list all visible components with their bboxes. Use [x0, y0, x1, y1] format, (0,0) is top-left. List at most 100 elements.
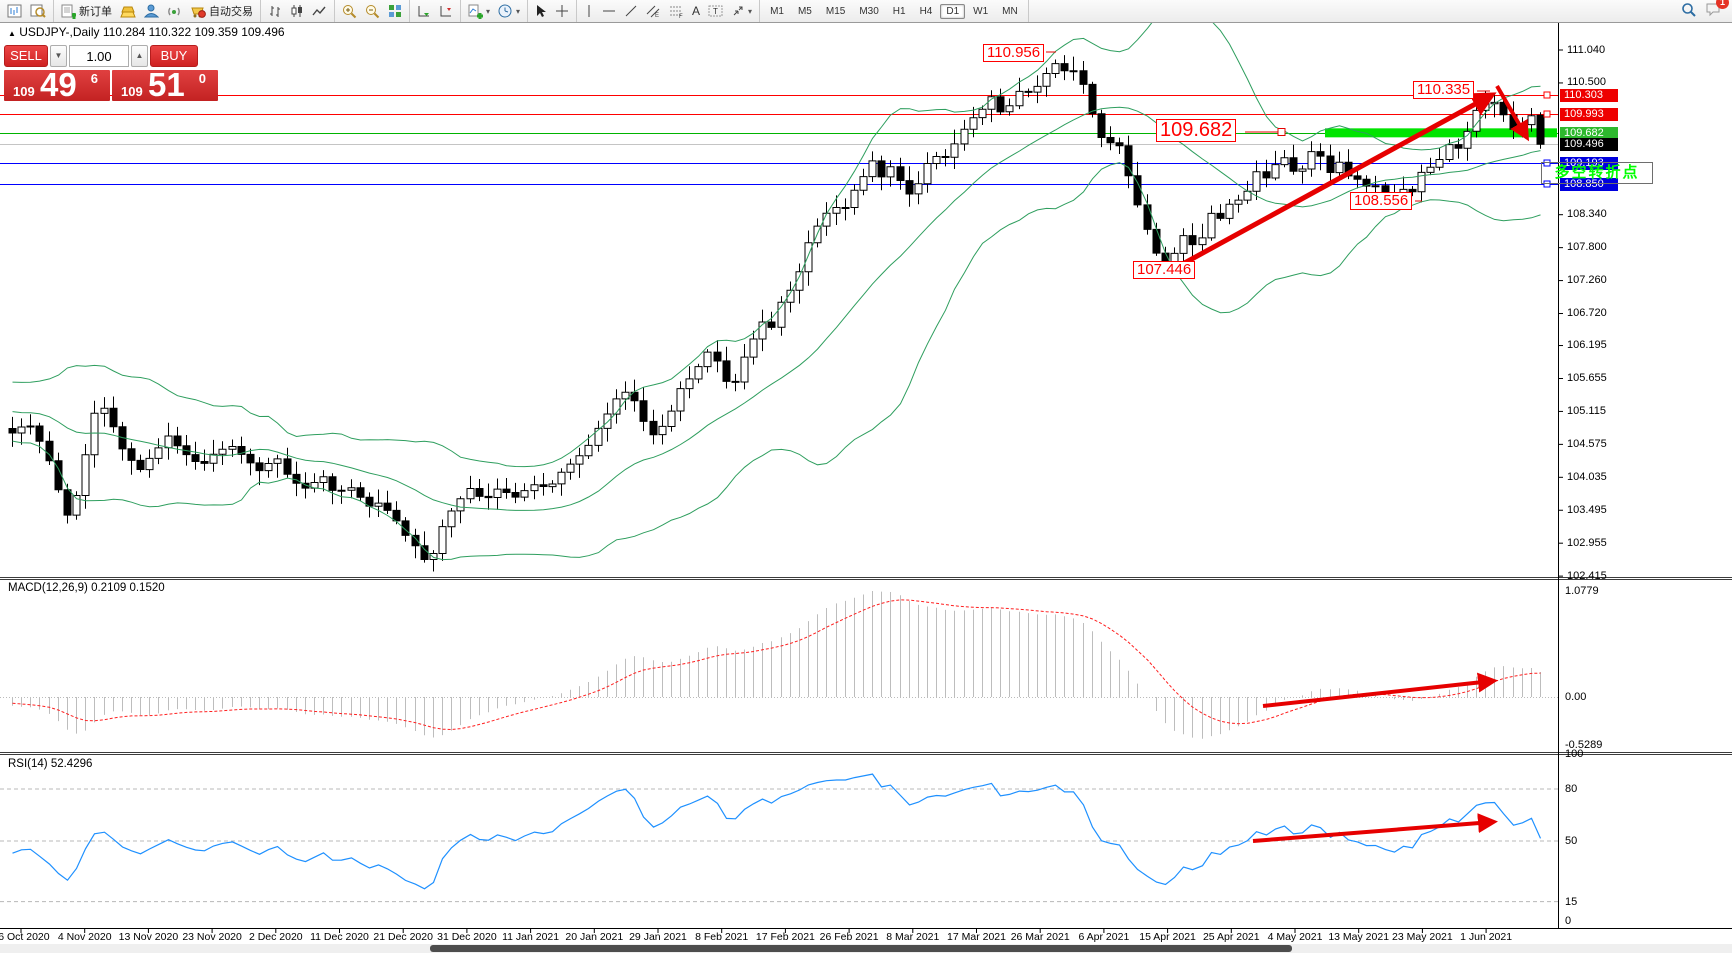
line-chart-button[interactable]: [308, 1, 331, 21]
toolbar: 新订单 自动交易 ▾ ▾: [0, 0, 1732, 23]
zoom-in-button[interactable]: [338, 1, 361, 21]
trendline-icon: [624, 4, 638, 18]
chevron-down-icon: ▾: [516, 6, 521, 16]
ask-price-panel[interactable]: 109 51 0: [112, 66, 218, 103]
one-click-trading-panel: SELL ▼ ▲ BUY 109 49 6 109 51 0: [4, 45, 220, 103]
bar-chart-button[interactable]: [264, 1, 286, 21]
bid-price-panel[interactable]: 109 49 6: [4, 66, 110, 103]
bollinger-upper: [12, 23, 1541, 468]
chart-shift-icon: [439, 4, 453, 18]
timeframe-m5-button[interactable]: M5: [797, 5, 812, 17]
green-band[interactable]: [1325, 128, 1557, 138]
rsi-line: [12, 773, 1542, 890]
new-order-label: 新订单: [79, 6, 112, 18]
macd-signal-line: [12, 599, 1541, 731]
trend-arrow-4[interactable]: [1252, 813, 1498, 843]
timeframe-w1-button[interactable]: W1: [973, 5, 989, 17]
market-watch-button[interactable]: [116, 1, 140, 21]
new-order-button[interactable]: 新订单: [57, 1, 116, 21]
data-window-button[interactable]: [140, 1, 163, 21]
add-indicator-icon: [468, 4, 483, 19]
autotrade-label: 自动交易: [209, 6, 253, 18]
search-icon[interactable]: [1681, 2, 1697, 21]
label-tool-button[interactable]: T: [704, 1, 727, 21]
indicators-button[interactable]: ▾: [464, 1, 494, 21]
line-handle[interactable]: [1543, 91, 1551, 99]
rsi-label: RSI(14) 52.4296: [8, 758, 93, 770]
scrollbar-thumb[interactable]: [430, 945, 1292, 952]
chart-window-icon: [7, 4, 22, 18]
svg-text:E: E: [655, 13, 659, 18]
macd-histogram: [12, 591, 1541, 739]
crosshair-tool-button[interactable]: [551, 1, 573, 21]
trend-arrow-3[interactable]: [1262, 672, 1498, 708]
periods-button[interactable]: ▾: [494, 1, 524, 21]
timeframe-h1-button[interactable]: H1: [892, 5, 906, 17]
vline-tool-button[interactable]: [580, 1, 598, 21]
timeframe-d1-button[interactable]: D1: [940, 3, 966, 19]
timeframe-m30-button[interactable]: M30: [859, 5, 879, 17]
new-order-icon: [61, 4, 76, 19]
timeframe-h4-button[interactable]: H4: [919, 5, 933, 17]
pivot-annotation[interactable]: 多空转折点: [1541, 162, 1653, 184]
chart-shift-button[interactable]: [435, 1, 457, 21]
arrows-icon: [731, 4, 745, 18]
zoom-out-button[interactable]: [361, 1, 384, 21]
channel-icon: E: [646, 4, 661, 18]
cursor-icon: [535, 4, 547, 18]
signals-button[interactable]: [163, 1, 186, 21]
chart-scrollbar: [0, 944, 1732, 953]
buy-button[interactable]: BUY: [150, 45, 198, 67]
notifications-button[interactable]: 1: [1705, 0, 1729, 20]
zoom-out-icon: [365, 4, 380, 19]
arrows-tool-button[interactable]: ▾: [727, 1, 756, 21]
timeframe-m15-button[interactable]: M15: [825, 5, 846, 17]
ask-main: 51: [148, 66, 185, 103]
timeframe-m1-button[interactable]: M1: [770, 5, 784, 17]
line-handle[interactable]: [1543, 159, 1551, 167]
candlestick-chart-button[interactable]: [286, 1, 308, 21]
hline-tool-button[interactable]: [598, 1, 620, 21]
trend-arrow-2[interactable]: [1495, 84, 1530, 142]
text-icon: A: [692, 4, 701, 18]
tile-windows-button[interactable]: [384, 1, 406, 21]
signal-icon: [167, 4, 182, 18]
bullish-candles: [17, 63, 1536, 560]
fibonacci-tool-button[interactable]: F: [665, 1, 688, 21]
notification-badge: 1: [1716, 0, 1729, 9]
profiles-icon: [30, 4, 46, 18]
bar-chart-icon: [268, 4, 282, 18]
autoscroll-button[interactable]: [413, 1, 435, 21]
line-handle[interactable]: [1543, 180, 1551, 188]
zoom-in-icon: [342, 4, 357, 19]
candlestick-icon: [290, 4, 304, 18]
collapse-icon[interactable]: ▲: [8, 29, 16, 38]
crosshair-icon: [555, 4, 569, 18]
channel-tool-button[interactable]: E: [642, 1, 665, 21]
clock-icon: [498, 4, 513, 19]
sell-button[interactable]: SELL: [4, 45, 48, 67]
autotrade-button[interactable]: 自动交易: [186, 1, 257, 21]
vertical-line-icon: [584, 4, 594, 18]
data-window-icon: [144, 4, 159, 18]
ask-sup: 0: [198, 71, 206, 86]
line-handle[interactable]: [1543, 110, 1551, 118]
chart-title: ▲ USDJPY-,Daily 110.284 110.322 109.359 …: [8, 25, 285, 39]
trendline-tool-button[interactable]: [620, 1, 642, 21]
text-tool-button[interactable]: A: [688, 1, 704, 21]
volume-up-button[interactable]: ▲: [131, 45, 148, 67]
volume-input[interactable]: [69, 45, 129, 67]
trend-arrow-1[interactable]: [1166, 92, 1497, 275]
bollinger-middle: [12, 106, 1541, 511]
bid-prefix: 109: [13, 84, 35, 99]
ohlc-quotes: 110.284 110.322 109.359 109.496: [102, 25, 285, 39]
volume-down-button[interactable]: ▼: [50, 45, 67, 67]
new-chart-button[interactable]: [3, 1, 26, 21]
bearish-candles: [8, 63, 1545, 560]
profiles-button[interactable]: [26, 1, 50, 21]
macd-label: MACD(12,26,9) 0.2109 0.1520: [8, 582, 165, 594]
cursor-tool-button[interactable]: [531, 1, 551, 21]
timeframe-mn-button[interactable]: MN: [1002, 5, 1018, 17]
